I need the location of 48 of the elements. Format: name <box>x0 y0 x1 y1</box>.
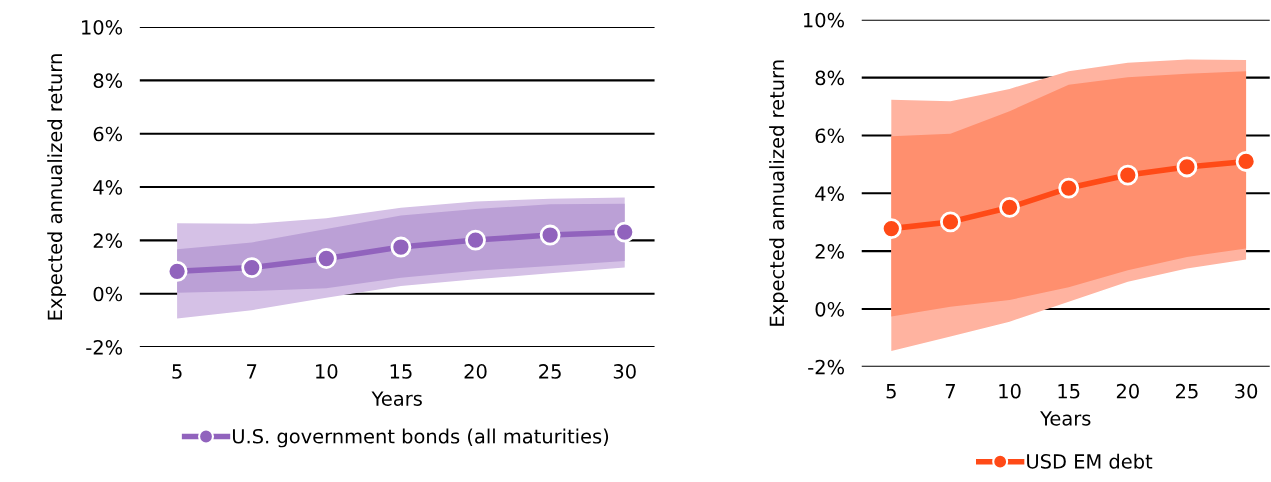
point <box>1058 177 1080 199</box>
y-tick-label: 2% <box>815 244 844 259</box>
x-tick-label: 10 <box>316 364 338 379</box>
y-tick-label: 6% <box>93 126 123 142</box>
y-tick-label: 0% <box>815 301 844 317</box>
x-tick-label: 25 <box>1176 383 1198 399</box>
x-tick-label: 5 <box>172 364 182 379</box>
x-tick-label: 5 <box>886 384 896 399</box>
point <box>1176 156 1198 178</box>
point <box>539 224 561 246</box>
point <box>940 211 961 233</box>
point <box>880 218 902 239</box>
y-tick-label: 10% <box>82 19 123 35</box>
y-tick-label: 8% <box>815 70 844 86</box>
x-axis-title: Years <box>371 391 422 406</box>
x-axis-title: Years <box>1040 411 1091 426</box>
y-tick-label: -2% <box>86 340 123 355</box>
point <box>1117 164 1139 186</box>
x-tick-label: 10 <box>999 383 1021 399</box>
x-tick-label: 7 <box>247 364 257 379</box>
point <box>614 221 636 243</box>
point <box>315 248 337 269</box>
y-axis-title: Expected annualized return <box>47 54 67 320</box>
point <box>999 197 1020 218</box>
x-tick-label: 20 <box>464 364 487 379</box>
x-tick-label: 15 <box>390 364 412 379</box>
y-tick-label: 6% <box>815 128 844 144</box>
y-tick-label: 8% <box>93 73 123 88</box>
point <box>465 229 486 251</box>
legend-label: U.S. government bonds (all maturities) <box>232 428 609 448</box>
y-tick-label: 4% <box>815 186 844 201</box>
x-tick-label: 30 <box>1235 383 1258 399</box>
y-tick-label: -2% <box>808 359 844 375</box>
y-tick-label: 2% <box>93 233 123 249</box>
point <box>1235 151 1257 172</box>
y-tick-label: 0% <box>93 286 123 302</box>
y-axis-title: Expected annualized return <box>769 60 788 326</box>
legend-label: USD EM debt <box>1027 453 1153 469</box>
y-tick-label: 4% <box>93 179 123 195</box>
x-tick-label: 25 <box>539 364 561 379</box>
x-tick-label: 7 <box>945 384 955 399</box>
x-tick-label: 30 <box>613 364 636 379</box>
x-tick-label: 15 <box>1058 384 1080 399</box>
point <box>241 257 263 278</box>
point <box>166 260 188 282</box>
x-tick-label: 20 <box>1116 383 1139 399</box>
point <box>390 236 412 258</box>
y-tick-label: 10% <box>803 12 844 28</box>
